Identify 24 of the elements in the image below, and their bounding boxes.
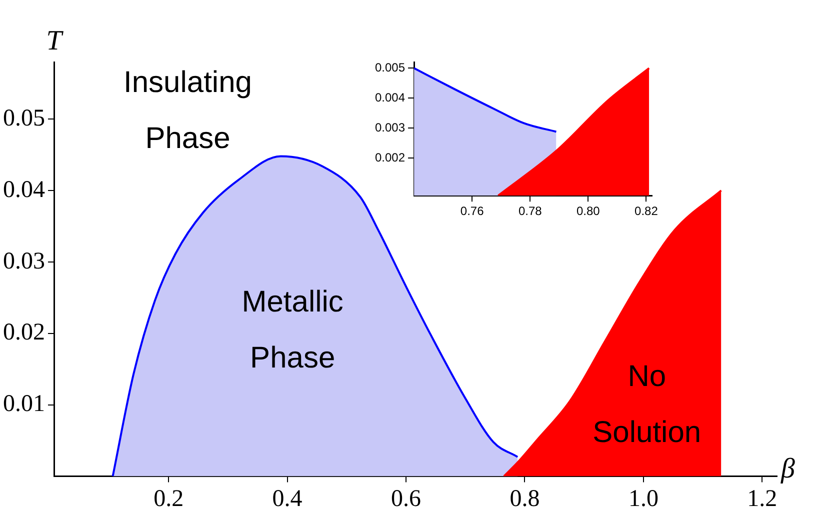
x-tick-label: 0.78 bbox=[518, 204, 542, 218]
y-tick-label: 0.05 bbox=[3, 105, 45, 132]
x-tick-label: 0.82 bbox=[634, 204, 658, 218]
y-tick-label: 0.03 bbox=[3, 248, 45, 274]
y-axis-title: T bbox=[46, 25, 64, 56]
annotation: No Solution bbox=[592, 360, 702, 450]
y-tick-label: 0.04 bbox=[3, 176, 45, 203]
x-tick-label: 1.0 bbox=[628, 486, 658, 512]
y-tick-label: 0.002 bbox=[375, 150, 406, 164]
annotation: Insulating Phase bbox=[124, 66, 252, 155]
y-tick-label: 0.005 bbox=[375, 60, 406, 75]
x-tick-label: 0.4 bbox=[272, 486, 302, 512]
y-tick-label: 0.02 bbox=[3, 320, 45, 346]
y-tick-label: 0.003 bbox=[375, 120, 406, 134]
x-tick-label: 0.6 bbox=[391, 486, 421, 512]
x-tick-label: 0.76 bbox=[460, 204, 484, 218]
x-tick-label: 0.2 bbox=[154, 486, 184, 512]
annotation: Metallic Phase bbox=[242, 285, 344, 374]
x-tick-label: 0.80 bbox=[576, 204, 600, 218]
x-tick-label: 0.8 bbox=[510, 486, 540, 512]
x-tick-label: 1.2 bbox=[747, 486, 778, 512]
y-tick-label: 0.004 bbox=[375, 90, 406, 104]
y-tick-label: 0.01 bbox=[3, 391, 45, 418]
x-axis-title: β bbox=[780, 454, 795, 485]
